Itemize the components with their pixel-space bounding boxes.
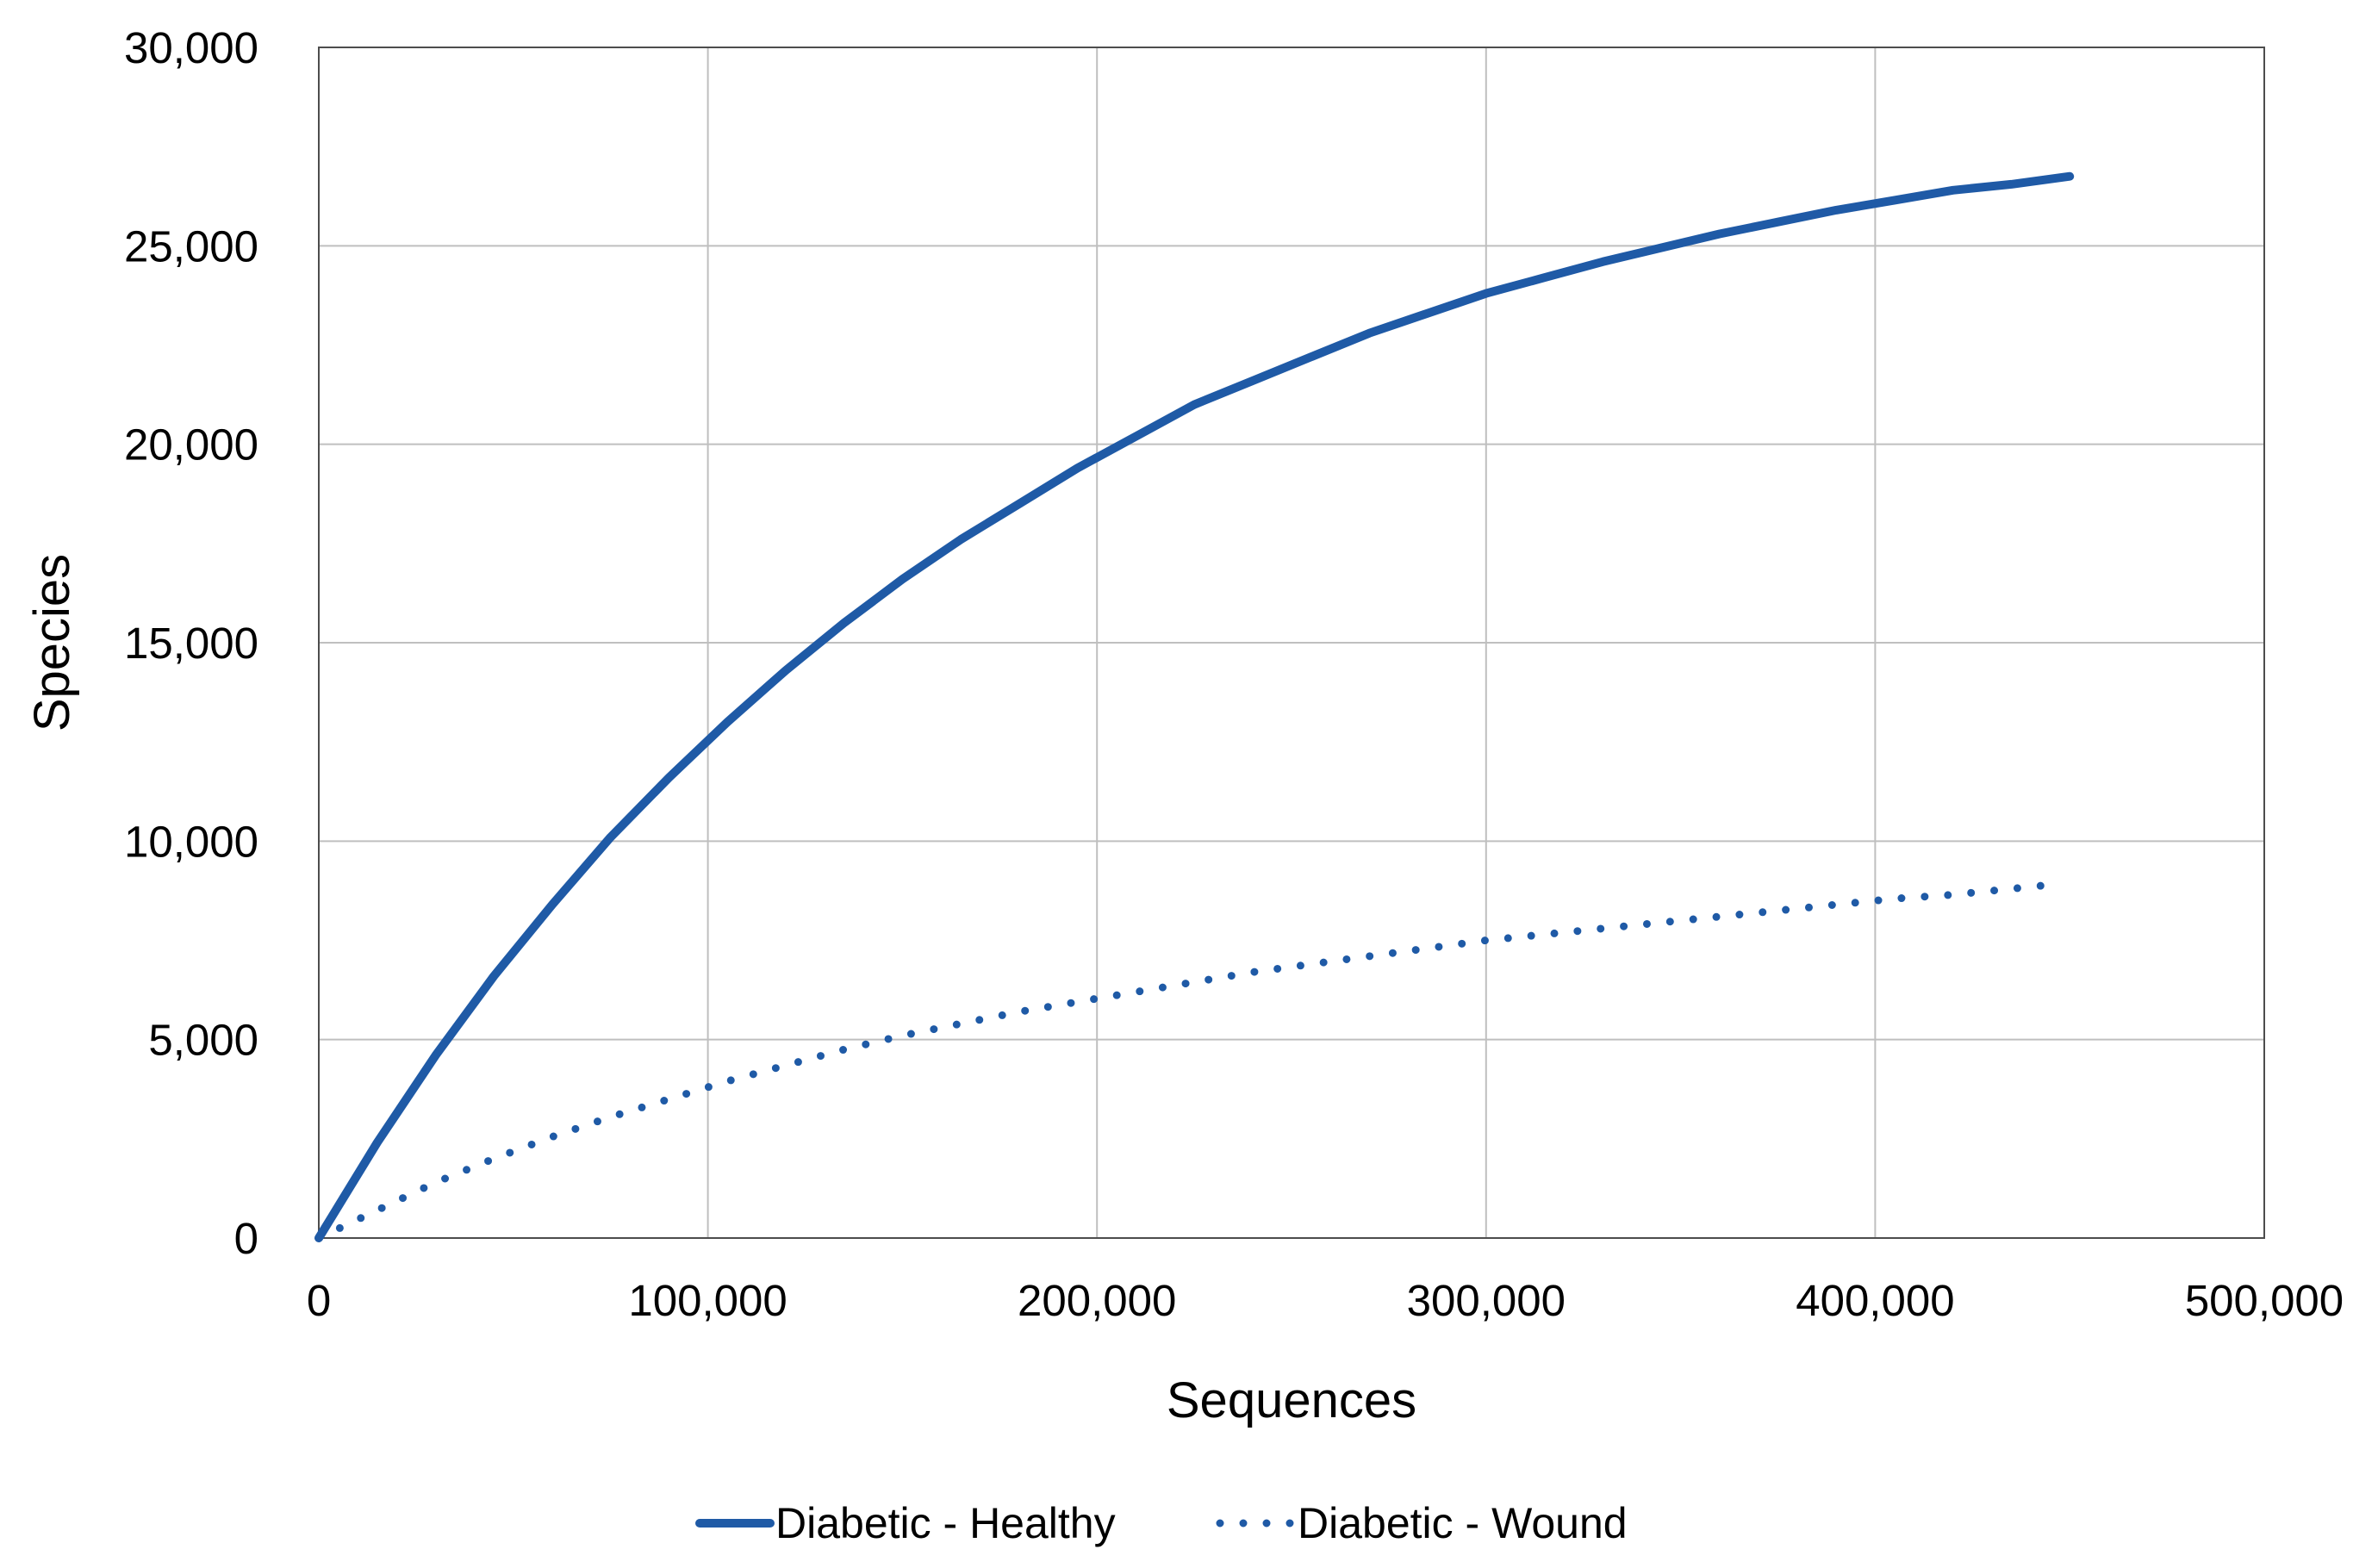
x-tick-label: 400,000: [1796, 1276, 1954, 1325]
legend-label: Diabetic - Healthy: [775, 1499, 1116, 1547]
y-tick-label: 30,000: [124, 23, 258, 72]
gridlines: [318, 47, 2265, 1239]
x-tick-label: 500,000: [2185, 1276, 2344, 1325]
y-tick-label: 0: [234, 1214, 258, 1263]
x-tick-label: 0: [307, 1276, 331, 1325]
x-tick-label: 300,000: [1407, 1276, 1566, 1325]
x-axis-title: Sequences: [1167, 1372, 1416, 1428]
series-lines: [314, 171, 2075, 1242]
series-line: [314, 880, 2055, 1242]
legend-label: Diabetic - Wound: [1298, 1499, 1628, 1547]
y-tick-label: 5,000: [148, 1016, 258, 1065]
y-axis-tick-labels: 0 5,000 10,000 15,000 20,000 25,000 30,000: [124, 23, 258, 1263]
y-tick-label: 10,000: [124, 817, 258, 866]
y-axis-title: Species: [24, 554, 80, 731]
y-tick-label: 25,000: [124, 221, 258, 271]
series-line: [314, 171, 2075, 1242]
legend: Diabetic - Healthy Diabetic - Wound: [695, 1499, 1628, 1547]
x-tick-label: 200,000: [1018, 1276, 1176, 1325]
x-axis-tick-labels: 0 100,000 200,000 300,000 400,000 500,000: [307, 1276, 2344, 1325]
y-tick-label: 15,000: [124, 619, 258, 668]
x-tick-label: 100,000: [628, 1276, 787, 1325]
plot-area-frame: [318, 47, 2265, 1239]
y-tick-label: 20,000: [124, 420, 258, 470]
